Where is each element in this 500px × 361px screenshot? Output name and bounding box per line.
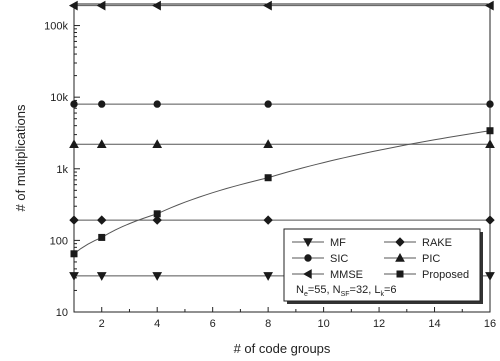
data-point: [96, 272, 107, 281]
legend: MF RAKE SIC PIC MMSE Proposed Ne=55, NSF=32, L…: [283, 228, 483, 304]
legend-item: RAKE: [384, 237, 452, 249]
data-point: [263, 0, 272, 11]
legend-item: MMSE: [292, 269, 363, 281]
x-tick-label: 6: [210, 318, 216, 330]
data-point: [152, 0, 161, 11]
data-point: [395, 237, 405, 247]
legend-label: SIC: [330, 253, 348, 265]
data-point: [304, 254, 312, 262]
legend-item: Proposed: [384, 269, 469, 281]
data-point: [485, 139, 495, 148]
legend-note: Ne=55, NSF=32, Lk=6: [296, 284, 397, 298]
data-point: [484, 0, 494, 11]
data-point: [263, 272, 273, 281]
series-line: [73, 130, 491, 255]
data-point: [486, 100, 494, 108]
x-tick-label: 16: [484, 318, 496, 330]
data-point: [68, 0, 78, 11]
data-point: [70, 100, 78, 108]
series-proposed: [70, 127, 494, 258]
series-rake: [69, 215, 495, 225]
data-point: [263, 139, 273, 148]
data-point: [396, 270, 404, 278]
data-point: [69, 272, 79, 281]
data-point: [98, 233, 106, 241]
data-point: [263, 215, 273, 225]
x-tick-label: 10: [317, 318, 329, 330]
legend-label: PIC: [422, 253, 440, 265]
series-mmse: [68, 0, 494, 11]
x-tick-label: 4: [154, 318, 160, 330]
y-tick-label: 1k: [56, 164, 68, 176]
x-tick-label: 14: [428, 318, 440, 330]
data-point: [152, 139, 163, 148]
y-tick-label: 100k: [44, 21, 68, 33]
data-point: [153, 100, 161, 108]
series-pic: [69, 139, 495, 148]
x-axis-label: # of code groups: [234, 341, 331, 356]
legend-label: MMSE: [330, 269, 363, 281]
data-point: [152, 215, 162, 225]
y-axis: 10 100 1k 10k 100k: [44, 3, 80, 319]
data-point: [485, 272, 495, 281]
y-axis-label: # of multiplications: [13, 104, 28, 211]
legend-label: MF: [330, 237, 346, 249]
data-point: [96, 139, 107, 148]
legend-item: SIC: [292, 253, 348, 265]
data-point: [302, 269, 312, 279]
data-point: [153, 210, 161, 218]
legend-item: PIC: [384, 252, 440, 265]
data-point: [486, 127, 494, 135]
legend-box: [283, 228, 481, 302]
plot-frame: [73, 3, 491, 313]
legend-item: MF: [292, 237, 346, 249]
x-tick-label: 8: [265, 318, 271, 330]
x-tick-label: 2: [99, 318, 105, 330]
data-point: [303, 238, 313, 248]
x-axis: 2 4 6 8 10 12 14 16: [73, 307, 496, 330]
data-point: [69, 215, 79, 225]
y-tick-label: 10k: [50, 92, 68, 104]
legend-label: RAKE: [422, 237, 452, 249]
data-point: [97, 215, 107, 225]
data-point: [395, 252, 405, 262]
data-point: [70, 250, 78, 258]
data-point: [69, 139, 79, 148]
data-point: [152, 272, 163, 281]
legend-label: Proposed: [422, 269, 469, 281]
data-point: [264, 100, 272, 108]
data-point: [96, 0, 106, 11]
y-tick-label: 100: [50, 235, 68, 247]
x-tick-label: 12: [373, 318, 385, 330]
data-point: [264, 174, 272, 182]
y-tick-label: 10: [56, 307, 68, 319]
data-point: [485, 215, 495, 225]
data-point: [98, 100, 106, 108]
series-sic: [70, 100, 494, 108]
